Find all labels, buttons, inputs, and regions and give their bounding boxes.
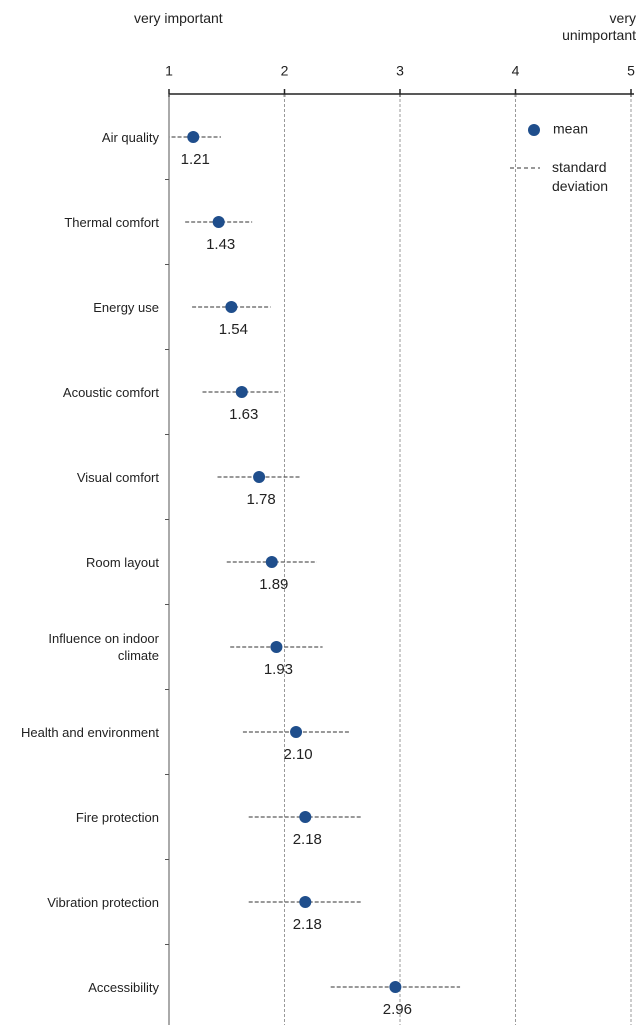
value-label: 1.89 [259, 576, 288, 593]
category-label: Influence on indoor climate [48, 631, 159, 663]
legend-mean-label: mean [553, 121, 588, 137]
category-label: Acoustic comfort [62, 384, 159, 400]
mean-dot [270, 641, 283, 653]
value-label: 2.96 [383, 1001, 412, 1018]
value-label: 1.63 [229, 406, 258, 423]
mean-dot [225, 301, 238, 313]
value-label: 2.18 [293, 916, 322, 933]
x-tick-label: 1 [165, 63, 173, 79]
mean-dot [299, 896, 312, 908]
category-label: Fire protection [75, 809, 159, 825]
category-label: Energy use [93, 299, 159, 315]
value-label: 2.18 [293, 831, 322, 848]
x-tick-label: 4 [512, 63, 520, 79]
value-label: 1.54 [219, 321, 248, 338]
mean-dot [389, 981, 402, 993]
value-label: 1.21 [181, 151, 210, 168]
category-label: Thermal comfort [64, 214, 159, 230]
value-label: 2.10 [283, 746, 312, 763]
value-label: 1.43 [206, 236, 235, 253]
mean-dot [235, 386, 248, 398]
category-label: Visual comfort [76, 469, 159, 485]
x-tick-label: 2 [281, 63, 289, 79]
category-label: Accessibility [88, 979, 159, 995]
category-label: Health and environment [20, 724, 159, 740]
mean-dot [265, 556, 278, 568]
mean-dot [212, 216, 225, 228]
category-label: Room layout [86, 554, 159, 570]
mean-dot [290, 726, 303, 738]
legend-error-label: standard deviation [552, 159, 609, 194]
x-tick-label: 5 [627, 63, 635, 79]
mean-dot [187, 131, 200, 143]
mean-dot [253, 471, 266, 483]
x-tick-label: 3 [396, 63, 404, 79]
legend-dot [528, 124, 540, 136]
value-label: 1.93 [264, 661, 293, 678]
axis-left-label: very important [134, 10, 223, 26]
axis-right-label: very unimportant [562, 10, 636, 43]
mean-dot [299, 811, 312, 823]
value-label: 1.78 [246, 491, 275, 508]
category-label: Air quality [101, 129, 159, 145]
category-label: Vibration protection [47, 894, 159, 910]
